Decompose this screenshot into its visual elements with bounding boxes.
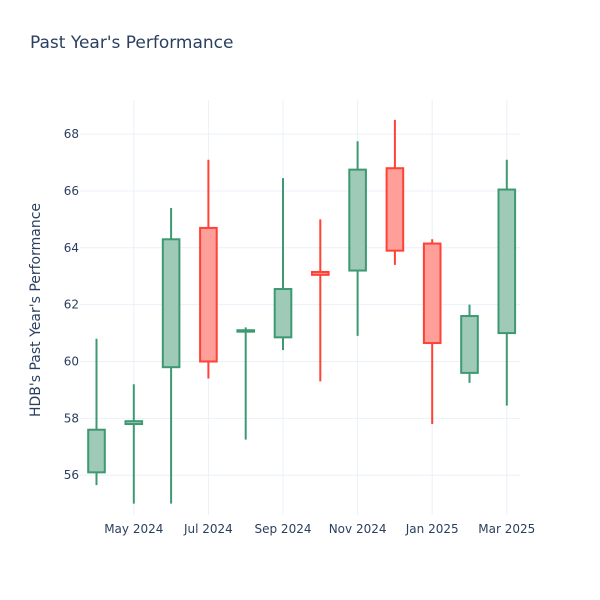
- candle-body: [124, 420, 144, 426]
- candle-layer: [87, 119, 517, 504]
- candle-body: [161, 238, 181, 369]
- candle-body: [460, 315, 479, 374]
- candle: [422, 239, 442, 425]
- candle-body: [273, 288, 293, 339]
- candle-body: [199, 226, 218, 363]
- y-tick-label: 58: [64, 411, 79, 425]
- candle-body: [497, 188, 517, 335]
- y-tick-label: 66: [64, 184, 79, 198]
- candle: [497, 159, 517, 406]
- grid-layer: [80, 100, 520, 515]
- x-tick-label: Nov 2024: [329, 522, 387, 536]
- y-tick-label: 56: [64, 468, 79, 482]
- candle: [124, 384, 144, 504]
- candle-body: [385, 167, 405, 252]
- candle: [161, 208, 181, 504]
- chart-title: Past Year's Performance: [30, 33, 234, 53]
- y-axis-title: HDB's Past Year's Performance: [28, 203, 44, 417]
- candle: [236, 327, 255, 440]
- candle: [273, 178, 293, 351]
- y-tick-label: 62: [64, 298, 79, 312]
- x-tick-label: Mar 2025: [478, 522, 535, 536]
- y-tick-label: 64: [64, 241, 79, 255]
- y-tick-label: 68: [64, 127, 79, 141]
- candle: [348, 141, 367, 336]
- candle: [385, 119, 405, 265]
- candle-body: [311, 270, 330, 276]
- y-tick-label: 60: [64, 355, 79, 369]
- candle-body: [87, 428, 106, 474]
- x-tick-label: Jul 2024: [183, 522, 233, 536]
- candle: [87, 338, 106, 486]
- candle: [311, 219, 330, 382]
- x-axis-ticks: May 2024 Jul 2024 Sep 2024 Nov 2024 Jan 2025…: [104, 522, 535, 536]
- candle: [460, 304, 479, 383]
- x-tick-label: Jan 2025: [405, 522, 459, 536]
- candle-body: [348, 168, 367, 272]
- candle-body: [422, 242, 442, 345]
- x-tick-label: Sep 2024: [255, 522, 312, 536]
- x-tick-label: May 2024: [104, 522, 163, 536]
- candle: [199, 159, 218, 379]
- candle-body: [236, 329, 255, 333]
- y-axis-ticks: 56 58 60 62 64 66 68: [64, 127, 79, 482]
